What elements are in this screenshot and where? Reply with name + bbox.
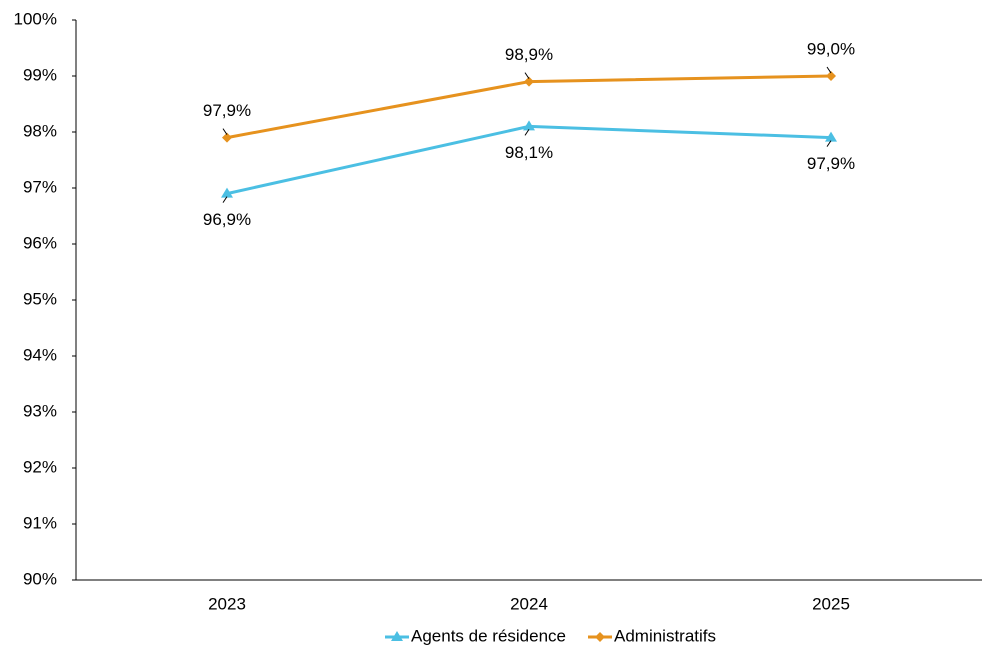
y-tick-label: 90% <box>23 569 57 588</box>
leader-line <box>826 140 832 147</box>
data-point <box>523 120 535 131</box>
legend-marker <box>595 632 605 642</box>
legend-label: Administratifs <box>614 626 716 645</box>
y-tick-label: 95% <box>23 289 57 308</box>
y-tick-label: 93% <box>23 401 57 420</box>
data-label: 97,9% <box>807 154 855 173</box>
y-tick-label: 92% <box>23 457 57 476</box>
leader-line <box>222 128 228 135</box>
data-point <box>524 76 534 87</box>
data-label: 98,9% <box>505 45 553 64</box>
leader-line <box>826 66 832 74</box>
y-tick-label: 96% <box>23 233 57 252</box>
data-point <box>825 131 837 142</box>
leader-line <box>524 72 530 79</box>
data-point <box>222 132 232 143</box>
y-tick-label: 94% <box>23 345 57 364</box>
data-label: 97,9% <box>203 101 251 120</box>
x-tick-label: 2024 <box>510 594 548 613</box>
data-label: 98,1% <box>505 143 553 162</box>
y-tick-label: 99% <box>23 65 57 84</box>
y-tick-label: 97% <box>23 177 57 196</box>
data-label: 99,0% <box>807 39 855 58</box>
data-label: 96,9% <box>203 210 251 229</box>
y-tick-label: 91% <box>23 513 57 532</box>
data-point <box>221 187 233 198</box>
y-tick-label: 98% <box>23 121 57 140</box>
x-tick-label: 2025 <box>812 594 850 613</box>
leader-line <box>222 196 228 203</box>
y-tick-label: 100% <box>14 9 57 28</box>
legend-marker <box>391 631 403 641</box>
x-tick-label: 2023 <box>208 594 246 613</box>
data-point <box>826 71 836 81</box>
leader-line <box>524 129 530 136</box>
legend-label: Agents de résidence <box>411 626 566 645</box>
